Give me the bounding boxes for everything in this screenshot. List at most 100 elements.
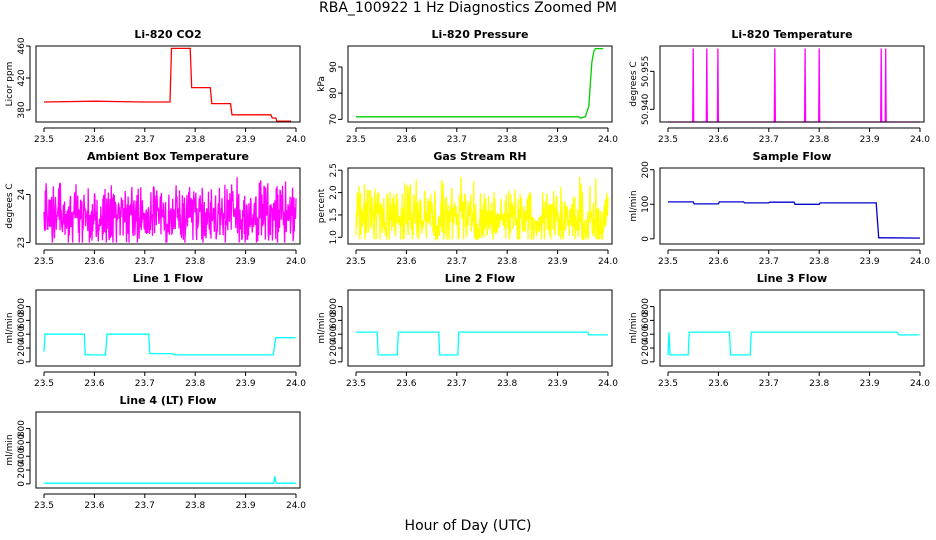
chart-panel-7: Line 1 Flow ml/min 23.5 23.6 23.7 23.8 23.9 24.…: [5, 272, 306, 389]
x-tick-label: 23.8: [497, 135, 517, 145]
plot-frame: [347, 167, 613, 245]
chart-title: Li-820 Pressure: [432, 28, 529, 41]
plot-frame: [35, 45, 301, 123]
y-tick-label: 200: [641, 161, 651, 178]
plot-frame: [659, 167, 925, 245]
x-tick-label: 23.6: [396, 379, 416, 389]
chart-panel-1: Li-820 CO2 Licor ppm 23.5 23.6 23.7 23.8 23.9 2…: [5, 28, 306, 145]
plot-frame: [659, 289, 925, 367]
x-tick-label: 23.8: [497, 257, 517, 267]
chart-panel-3: Li-820 Temperature degrees C 23.5 23.6 23.7 2…: [629, 28, 930, 145]
x-tick-label: 23.5: [658, 257, 678, 267]
y-axis-label: ml/min: [5, 312, 15, 343]
chart-panel-9: Line 3 Flow ml/min 23.5 23.6 23.7 23.8 23.9 24.…: [629, 272, 930, 389]
y-tick-label: 2.0: [329, 185, 339, 200]
x-tick-label: 23.5: [658, 379, 678, 389]
chart-title: Line 1 Flow: [133, 272, 203, 285]
plot-frame: [35, 411, 301, 489]
plot-frame: [659, 45, 925, 123]
data-series-line: [44, 476, 296, 484]
chart-title: Ambient Box Temperature: [87, 150, 249, 163]
y-axis-label: ml/min: [317, 312, 327, 343]
y-tick-label: 420: [17, 69, 27, 86]
x-tick-label: 23.8: [185, 501, 205, 511]
x-tick-label: 23.7: [447, 379, 467, 389]
chart-title: Gas Stream RH: [433, 150, 526, 163]
x-tick-label: 23.5: [346, 135, 366, 145]
y-tick-label: 600: [17, 312, 27, 329]
x-tick-label: 23.6: [84, 501, 104, 511]
x-tick-label: 23.6: [708, 379, 728, 389]
y-tick-label: 200: [329, 339, 339, 356]
x-tick-label: 23.6: [708, 257, 728, 267]
chart-title: Li-820 CO2: [134, 28, 201, 41]
chart-title: Line 3 Flow: [757, 272, 827, 285]
plot-frame: [35, 289, 301, 367]
y-tick-label: 23: [17, 237, 27, 248]
x-tick-label: 23.9: [860, 257, 880, 267]
x-tick-label: 23.8: [185, 257, 205, 267]
chart-panel-5: Gas Stream RH percent 23.5 23.6 23.7 23.8 23.9…: [317, 150, 618, 267]
chart-title: Sample Flow: [753, 150, 832, 163]
x-tick-label: 23.9: [236, 379, 256, 389]
data-series-line: [667, 331, 920, 356]
y-tick-label: 400: [17, 447, 27, 464]
data-series-line: [668, 48, 920, 123]
x-tick-label: 23.9: [236, 501, 256, 511]
x-tick-label: 23.6: [84, 379, 104, 389]
x-tick-label: 23.6: [396, 135, 416, 145]
x-tick-label: 23.7: [135, 257, 155, 267]
x-tick-label: 23.5: [346, 257, 366, 267]
y-tick-label: 1.5: [329, 208, 339, 222]
x-tick-label: 23.5: [34, 257, 54, 267]
figure-title: RBA_100922 1 Hz Diagnostics Zoomed PM: [318, 0, 617, 16]
y-tick-label: 0: [329, 359, 339, 365]
x-tick-label: 23.8: [809, 135, 829, 145]
y-tick-label: 200: [641, 339, 651, 356]
y-tick-label: 1.0: [329, 230, 339, 245]
data-series-line: [355, 176, 609, 242]
chart-panel-2: Li-820 Pressure kPa 23.5 23.6 23.7 23.8 23.9 24…: [317, 28, 618, 145]
x-tick-label: 24.0: [910, 135, 930, 145]
data-series-line: [43, 47, 291, 122]
x-tick-label: 23.9: [236, 257, 256, 267]
y-axis-label: percent: [317, 188, 327, 223]
x-tick-label: 23.5: [658, 135, 678, 145]
y-tick-label: 80: [329, 87, 339, 99]
y-tick-label: 400: [17, 325, 27, 342]
x-tick-label: 24.0: [286, 501, 306, 511]
x-tick-label: 23.7: [135, 135, 155, 145]
x-tick-label: 24.0: [286, 379, 306, 389]
y-tick-label: 70: [329, 113, 339, 125]
x-tick-label: 23.7: [447, 257, 467, 267]
data-series-line: [356, 47, 603, 119]
x-tick-label: 23.6: [396, 257, 416, 267]
y-tick-label: 600: [17, 434, 27, 451]
y-tick-label: 600: [641, 312, 651, 329]
chart-panel-6: Sample Flow ml/min 23.5 23.6 23.7 23.8 23.9 24.…: [629, 150, 930, 267]
data-series-line: [668, 201, 921, 239]
x-tick-label: 23.5: [34, 379, 54, 389]
x-tick-label: 23.9: [548, 135, 568, 145]
x-tick-label: 23.9: [860, 379, 880, 389]
plot-frame: [347, 45, 613, 123]
y-tick-label: 800: [17, 298, 27, 315]
data-series-line: [43, 333, 296, 356]
y-axis-label: ml/min: [629, 190, 639, 221]
y-tick-label: 200: [17, 461, 27, 478]
x-tick-label: 23.8: [809, 379, 829, 389]
x-tick-label: 24.0: [910, 257, 930, 267]
x-tick-label: 24.0: [286, 257, 306, 267]
y-tick-label: 800: [17, 420, 27, 437]
x-tick-label: 23.8: [185, 135, 205, 145]
data-series-line: [43, 177, 297, 243]
y-tick-label: 800: [329, 298, 339, 315]
x-tick-label: 24.0: [598, 135, 618, 145]
x-tick-label: 23.7: [759, 379, 779, 389]
y-tick-label: 2.5: [329, 163, 339, 177]
x-tick-label: 23.7: [447, 135, 467, 145]
x-tick-label: 23.9: [548, 257, 568, 267]
y-tick-label: 0: [17, 481, 27, 487]
